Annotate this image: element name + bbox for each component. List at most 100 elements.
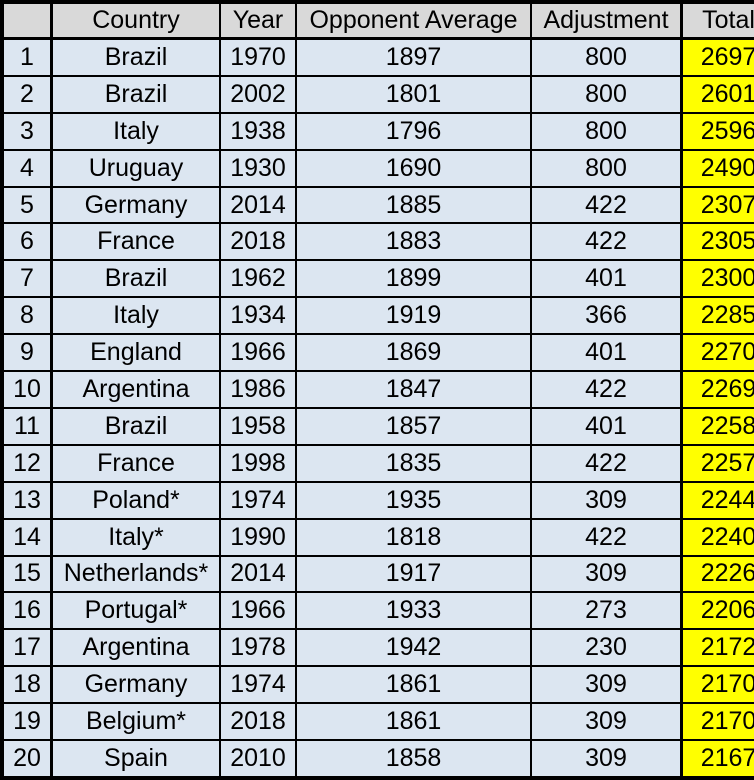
opponent-average-cell: 1869 — [295, 333, 532, 373]
rank-cell: 4 — [1, 148, 53, 188]
adjustment-cell: 309 — [530, 480, 683, 520]
adjustment-cell: 309 — [530, 738, 683, 780]
adjustment-cell: 422 — [530, 185, 683, 225]
country-cell: Germany — [50, 665, 221, 705]
rank-cell: 10 — [1, 370, 53, 409]
table-row: 3 Italy 1938 1796 800 2596 — [1, 111, 754, 151]
opponent-average-cell: 1857 — [295, 406, 532, 446]
country-cell: Argentina — [50, 628, 221, 668]
rank-cell: 17 — [1, 628, 53, 668]
adjustment-cell: 800 — [530, 148, 683, 188]
year-cell: 1998 — [219, 443, 297, 483]
year-cell: 2018 — [219, 702, 297, 741]
opponent-average-cell: 1883 — [295, 222, 532, 262]
total-cell: 2257 — [680, 443, 754, 483]
rank-cell: 11 — [1, 406, 53, 446]
country-cell: Italy — [50, 111, 221, 151]
table-row: 6 France 2018 1883 422 2305 — [1, 222, 754, 262]
total-cell: 2596 — [680, 111, 754, 151]
country-cell: Poland* — [50, 480, 221, 520]
header-year: Year — [219, 1, 297, 40]
year-cell: 1934 — [219, 296, 297, 336]
rank-cell: 1 — [1, 37, 53, 77]
table-row: 13 Poland* 1974 1935 309 2244 — [1, 480, 754, 520]
opponent-average-cell: 1835 — [295, 443, 532, 483]
opponent-average-cell: 1897 — [295, 37, 532, 77]
table-row: 9 England 1966 1869 401 2270 — [1, 333, 754, 373]
opponent-average-cell: 1942 — [295, 628, 532, 668]
country-cell: Brazil — [50, 37, 221, 77]
opponent-average-cell: 1796 — [295, 111, 532, 151]
country-cell: Uruguay — [50, 148, 221, 188]
adjustment-cell: 401 — [530, 333, 683, 373]
country-cell: France — [50, 222, 221, 262]
adjustment-cell: 309 — [530, 554, 683, 594]
rank-cell: 5 — [1, 185, 53, 225]
opponent-average-cell: 1935 — [295, 480, 532, 520]
year-cell: 1966 — [219, 591, 297, 631]
table-row: 20 Spain 2010 1858 309 2167 — [1, 738, 754, 780]
rank-cell: 15 — [1, 554, 53, 594]
year-cell: 1966 — [219, 333, 297, 373]
year-cell: 2014 — [219, 185, 297, 225]
adjustment-cell: 422 — [530, 443, 683, 483]
header-rank — [1, 1, 53, 40]
total-cell: 2258 — [680, 406, 754, 446]
opponent-average-cell: 1818 — [295, 517, 532, 557]
total-cell: 2305 — [680, 222, 754, 262]
total-cell: 2285 — [680, 296, 754, 336]
adjustment-cell: 422 — [530, 222, 683, 262]
opponent-average-cell: 1885 — [295, 185, 532, 225]
adjustment-cell: 401 — [530, 259, 683, 299]
table-row: 7 Brazil 1962 1899 401 2300 — [1, 259, 754, 299]
rank-cell: 8 — [1, 296, 53, 336]
header-row: Country Year Opponent Average Adjustment… — [1, 1, 754, 40]
rank-cell: 14 — [1, 517, 53, 557]
adjustment-cell: 422 — [530, 517, 683, 557]
year-cell: 2010 — [219, 738, 297, 780]
opponent-average-cell: 1801 — [295, 74, 532, 114]
header-adjustment: Adjustment — [530, 1, 683, 40]
rank-cell: 20 — [1, 738, 53, 780]
rank-cell: 9 — [1, 333, 53, 373]
table-row: 5 Germany 2014 1885 422 2307 — [1, 185, 754, 225]
country-cell: Brazil — [50, 74, 221, 114]
table-body: 1 Brazil 1970 1897 800 2697 2 Brazil 2002 1801 800… — [1, 37, 754, 780]
opponent-average-cell: 1861 — [295, 702, 532, 741]
year-cell: 1930 — [219, 148, 297, 188]
table-row: 17 Argentina 1978 1942 230 2172 — [1, 628, 754, 668]
rank-cell: 2 — [1, 74, 53, 114]
adjustment-cell: 273 — [530, 591, 683, 631]
country-cell: Portugal* — [50, 591, 221, 631]
total-cell: 2269 — [680, 370, 754, 409]
adjustment-cell: 366 — [530, 296, 683, 336]
table-row: 8 Italy 1934 1919 366 2285 — [1, 296, 754, 336]
opponent-average-cell: 1690 — [295, 148, 532, 188]
adjustment-cell: 309 — [530, 702, 683, 741]
total-cell: 2307 — [680, 185, 754, 225]
country-cell: Spain — [50, 738, 221, 780]
table-row: 11 Brazil 1958 1857 401 2258 — [1, 406, 754, 446]
opponent-average-cell: 1858 — [295, 738, 532, 780]
country-cell: Brazil — [50, 406, 221, 446]
opponent-average-cell: 1919 — [295, 296, 532, 336]
total-cell: 2206 — [680, 591, 754, 631]
header-opponent-average: Opponent Average — [295, 1, 532, 40]
table-row: 19 Belgium* 2018 1861 309 2170 — [1, 702, 754, 741]
year-cell: 1974 — [219, 665, 297, 705]
rank-cell: 6 — [1, 222, 53, 262]
table-row: 4 Uruguay 1930 1690 800 2490 — [1, 148, 754, 188]
total-cell: 2697 — [680, 37, 754, 77]
opponent-average-cell: 1847 — [295, 370, 532, 409]
year-cell: 1962 — [219, 259, 297, 299]
year-cell: 2014 — [219, 554, 297, 594]
rank-cell: 19 — [1, 702, 53, 741]
rank-cell: 18 — [1, 665, 53, 705]
rank-cell: 7 — [1, 259, 53, 299]
total-cell: 2601 — [680, 74, 754, 114]
country-cell: Argentina — [50, 370, 221, 409]
table-row: 12 France 1998 1835 422 2257 — [1, 443, 754, 483]
rank-cell: 13 — [1, 480, 53, 520]
total-cell: 2167 — [680, 738, 754, 780]
